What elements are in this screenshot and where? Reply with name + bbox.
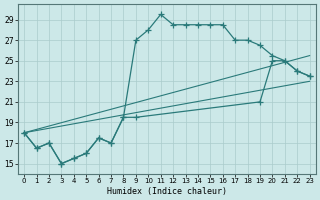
X-axis label: Humidex (Indice chaleur): Humidex (Indice chaleur)	[107, 187, 227, 196]
